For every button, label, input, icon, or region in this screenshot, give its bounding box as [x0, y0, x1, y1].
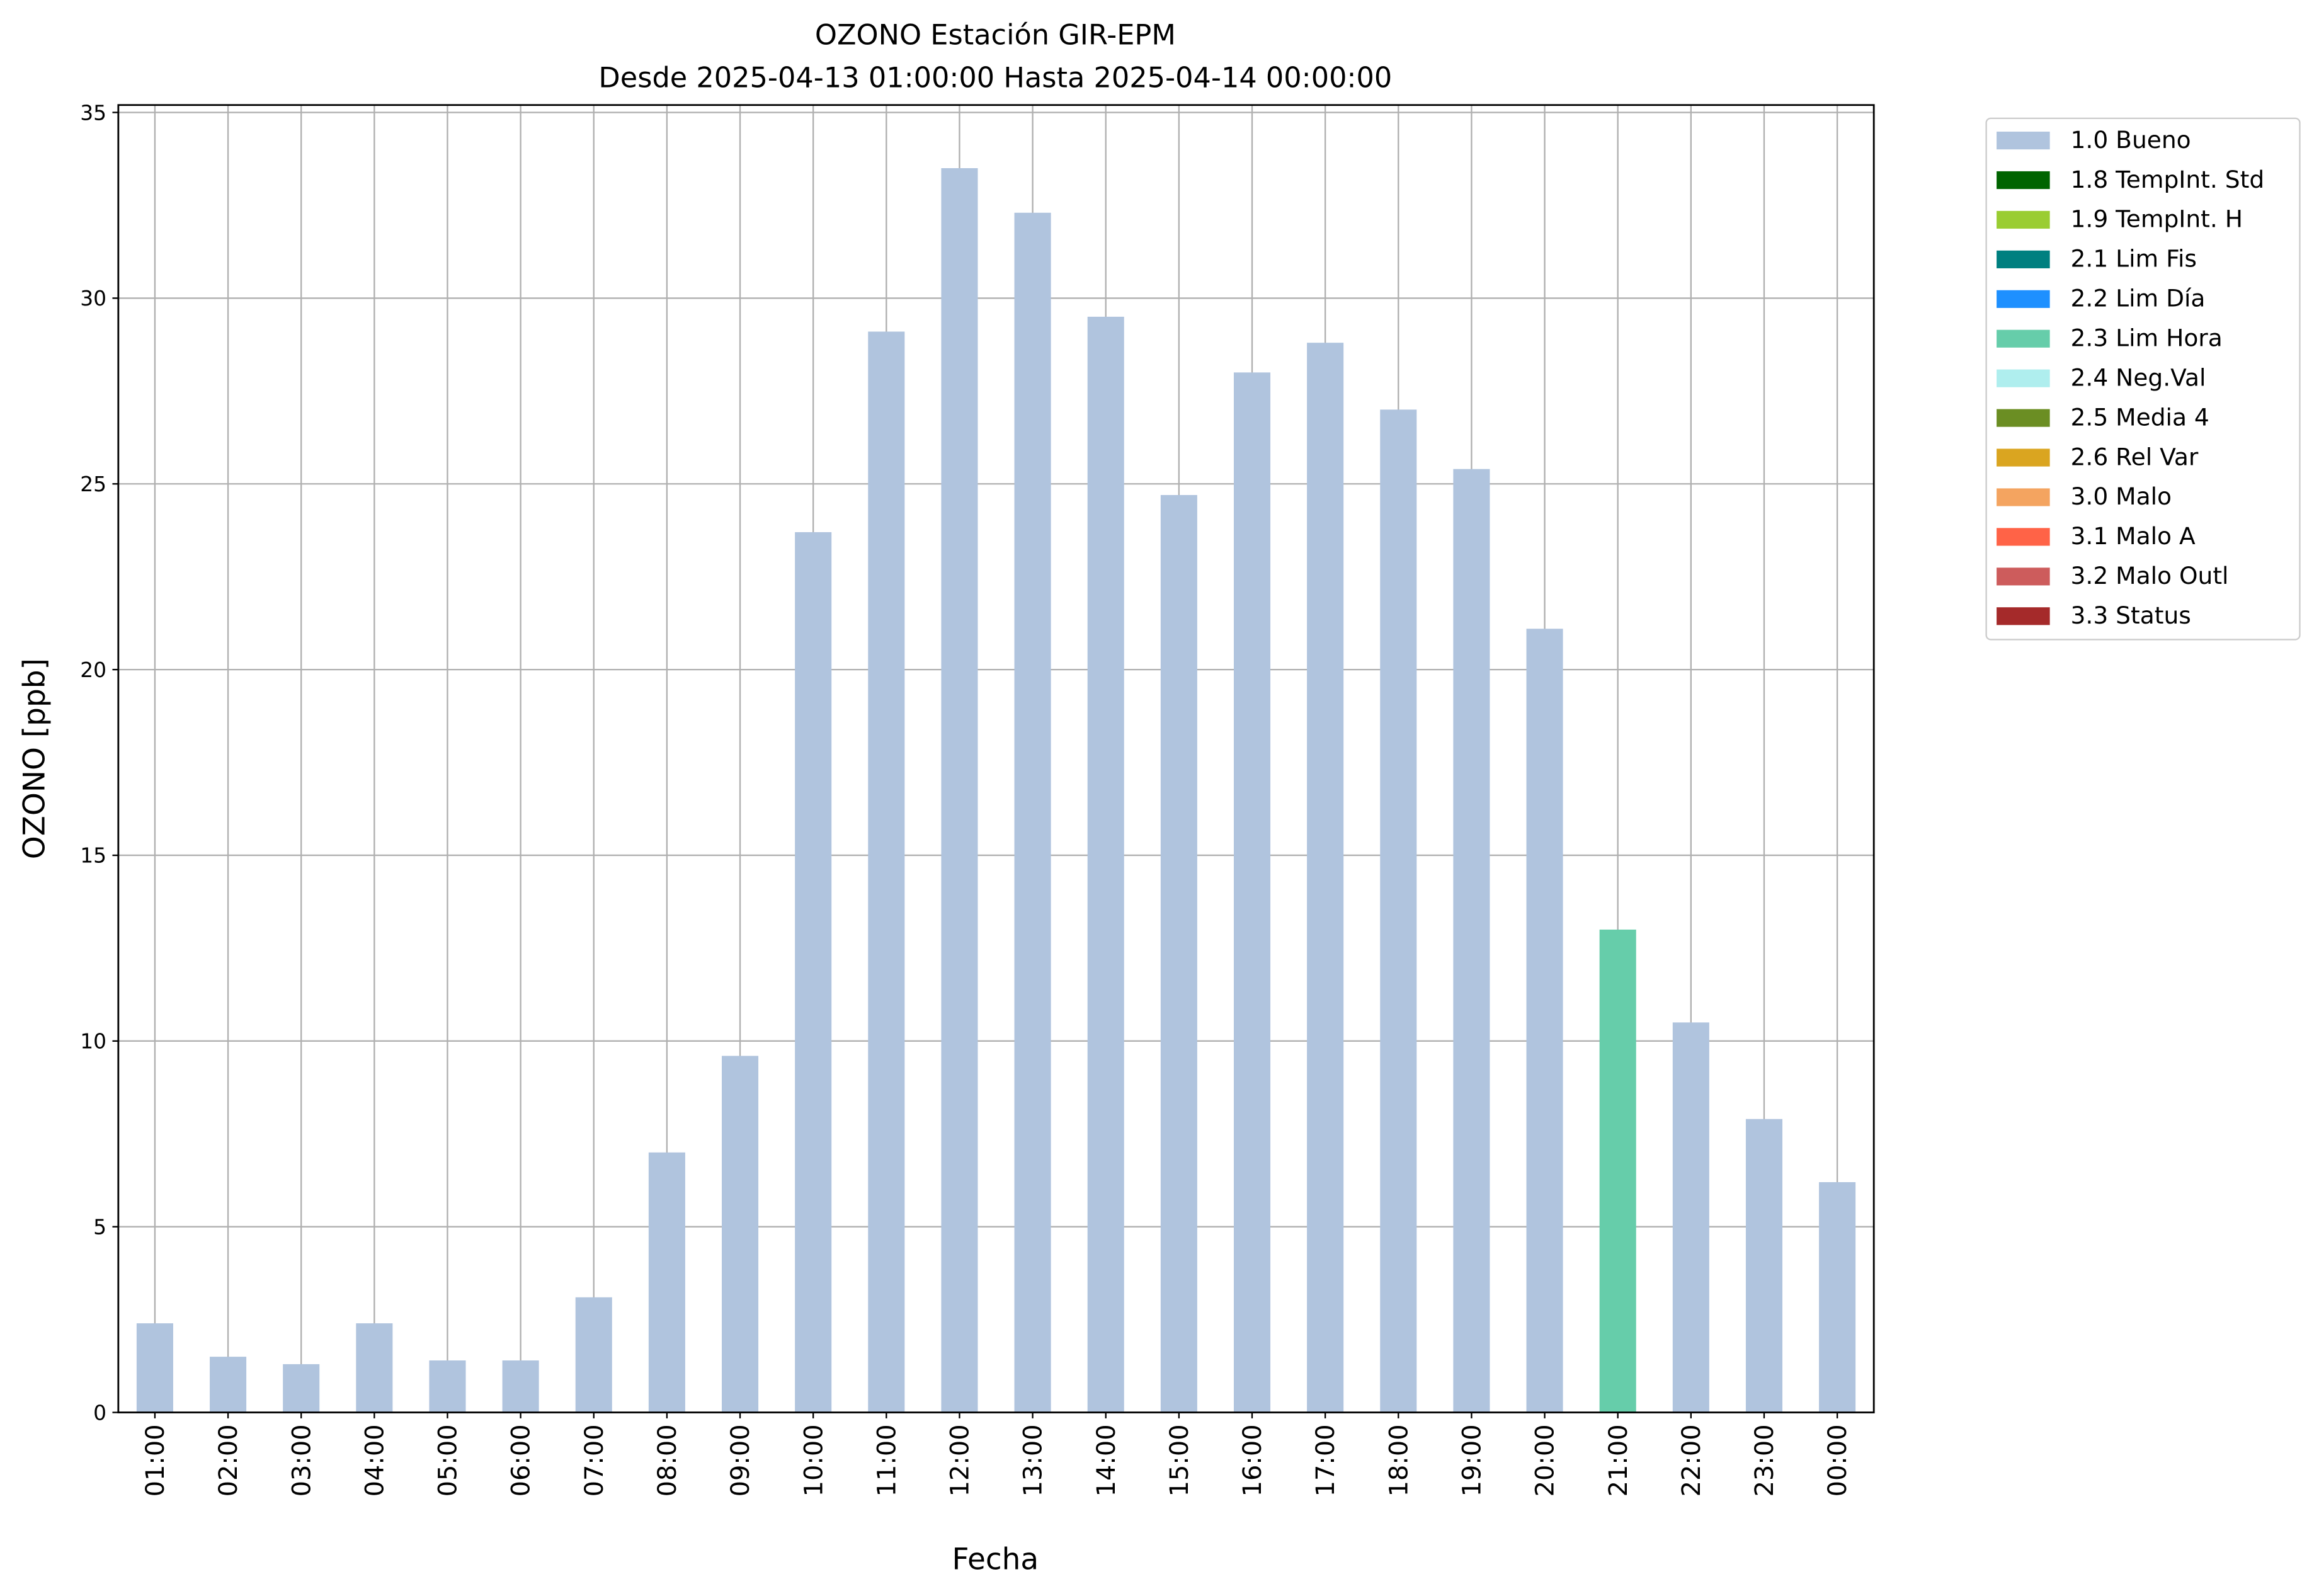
bar: [868, 331, 905, 1413]
bar: [1233, 372, 1271, 1413]
y-axis-label: OZONO [ppb]: [17, 658, 52, 859]
legend-swatch: [1997, 290, 2050, 308]
bar: [136, 1323, 173, 1413]
x-tick-label: 05:00: [434, 1424, 463, 1496]
legend-label: 2.5 Media 4: [2071, 403, 2209, 431]
y-tick-label: 10: [80, 1029, 106, 1054]
bar: [1380, 409, 1417, 1413]
x-tick-label: 04:00: [360, 1424, 389, 1496]
x-tick-label: 13:00: [1019, 1424, 1048, 1496]
x-tick-label: 21:00: [1604, 1424, 1633, 1496]
legend-swatch: [1997, 329, 2050, 348]
legend-swatch: [1997, 171, 2050, 190]
legend-swatch: [1997, 448, 2050, 467]
bar: [356, 1323, 393, 1413]
legend-swatch: [1997, 369, 2050, 387]
bar: [429, 1360, 466, 1413]
y-tick-label: 25: [80, 472, 106, 496]
x-tick-label: 20:00: [1531, 1424, 1560, 1496]
legend-swatch: [1997, 409, 2050, 427]
legend-swatch: [1997, 210, 2050, 229]
x-tick-label: 00:00: [1823, 1424, 1852, 1496]
legend-label: 3.3 Status: [2071, 601, 2191, 629]
legend-label: 2.6 Rel Var: [2071, 443, 2199, 470]
legend-label: 2.3 Lim Hora: [2071, 324, 2223, 352]
x-tick-label: 07:00: [580, 1424, 609, 1496]
legend-label: 3.1 Malo A: [2071, 522, 2196, 550]
legend-label: 2.4 Neg.Val: [2071, 363, 2206, 391]
chart-title: OZONO Estación GIR-EPM: [815, 18, 1176, 51]
x-tick-label: 06:00: [507, 1424, 536, 1496]
y-tick-label: 35: [80, 100, 106, 125]
legend-label: 2.1 Lim Fis: [2071, 245, 2197, 273]
x-tick-label: 11:00: [872, 1424, 901, 1496]
bar: [210, 1357, 247, 1413]
legend-swatch: [1997, 132, 2050, 150]
bar: [1526, 629, 1563, 1413]
bar: [1160, 494, 1197, 1413]
bar: [1599, 929, 1636, 1413]
chart-subtitle: Desde 2025-04-13 01:00:00 Hasta 2025-04-…: [598, 62, 1392, 94]
bar: [1307, 343, 1344, 1413]
y-tick-label: 5: [93, 1214, 106, 1239]
bar: [1745, 1119, 1783, 1413]
bar: [941, 168, 978, 1413]
legend-label: 1.9 TempInt. H: [2071, 205, 2243, 233]
x-tick-label: 16:00: [1238, 1424, 1267, 1496]
y-tick-label: 20: [80, 658, 106, 682]
x-tick-label: 10:00: [799, 1424, 828, 1496]
bar: [722, 1056, 759, 1413]
bar: [1453, 469, 1490, 1413]
legend-swatch: [1997, 250, 2050, 268]
x-tick-label: 23:00: [1750, 1424, 1779, 1496]
x-tick-label: 18:00: [1384, 1424, 1413, 1496]
bar: [1672, 1022, 1709, 1413]
bar: [1819, 1182, 1856, 1413]
legend-swatch: [1997, 567, 2050, 586]
bar: [283, 1364, 320, 1413]
bar: [1014, 212, 1051, 1413]
plot-frame: [117, 104, 1875, 1413]
x-tick-label: 03:00: [287, 1424, 316, 1496]
bar: [575, 1297, 612, 1413]
x-tick-label: 01:00: [141, 1424, 170, 1496]
legend-swatch: [1997, 607, 2050, 625]
x-axis-label: Fecha: [952, 1542, 1039, 1576]
legend-label: 1.8 TempInt. Std: [2071, 166, 2265, 193]
y-tick-label: 30: [80, 286, 106, 311]
x-tick-label: 19:00: [1458, 1424, 1487, 1496]
legend-box: [1985, 117, 2301, 641]
x-tick-label: 17:00: [1311, 1424, 1340, 1496]
x-tick-label: 12:00: [946, 1424, 975, 1496]
legend-label: 3.0 Malo: [2071, 482, 2172, 510]
legend-label: 1.0 Bueno: [2071, 126, 2191, 154]
x-tick-label: 22:00: [1677, 1424, 1706, 1496]
x-tick-label: 09:00: [726, 1424, 755, 1496]
x-tick-label: 08:00: [653, 1424, 682, 1496]
x-tick-label: 15:00: [1165, 1424, 1194, 1496]
legend-label: 3.2 Malo Outl: [2071, 562, 2229, 590]
bar: [1087, 316, 1124, 1413]
legend-label: 2.2 Lim Día: [2071, 285, 2206, 312]
y-tick-label: 0: [93, 1400, 106, 1425]
bar: [795, 532, 832, 1413]
bar: [648, 1152, 685, 1413]
x-tick-label: 02:00: [214, 1424, 243, 1496]
bar: [502, 1360, 539, 1413]
legend-swatch: [1997, 488, 2050, 506]
legend-swatch: [1997, 528, 2050, 546]
x-tick-label: 14:00: [1092, 1424, 1121, 1496]
y-tick-label: 15: [80, 843, 106, 868]
